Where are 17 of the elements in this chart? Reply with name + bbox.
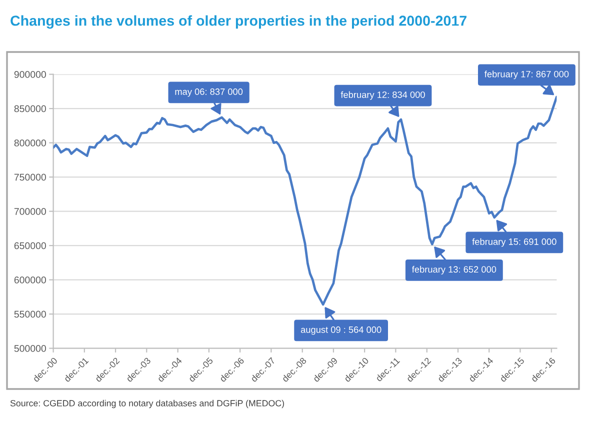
- y-tick-label: 500000: [14, 345, 46, 352]
- y-tick-label: 650000: [14, 242, 46, 250]
- annotation: february 15: 691 000: [472, 238, 556, 247]
- y-tick-label: 550000: [14, 310, 46, 318]
- annotation: august 09 : 564 000: [300, 326, 382, 335]
- y-tick-label: 850000: [14, 105, 46, 112]
- source-note: Source: CGEDD according to notary databases and DGFiP (MEDOC): [10, 400, 284, 408]
- annotation: february 12: 834 000: [340, 91, 425, 100]
- annotation: february 17: 867 000: [484, 70, 569, 80]
- chart-title: Changes in the volumes of older properties in the period 2000-2017: [10, 15, 466, 29]
- annotation: may 06: 837 000: [175, 88, 243, 97]
- annotation: february 13: 652 000: [412, 266, 496, 274]
- y-tick-label: 750000: [14, 174, 46, 181]
- y-tick-label: 800000: [14, 140, 46, 146]
- y-tick-label: 700000: [14, 208, 46, 215]
- y-tick-label: 600000: [14, 276, 46, 284]
- y-tick-label: 900000: [14, 71, 46, 78]
